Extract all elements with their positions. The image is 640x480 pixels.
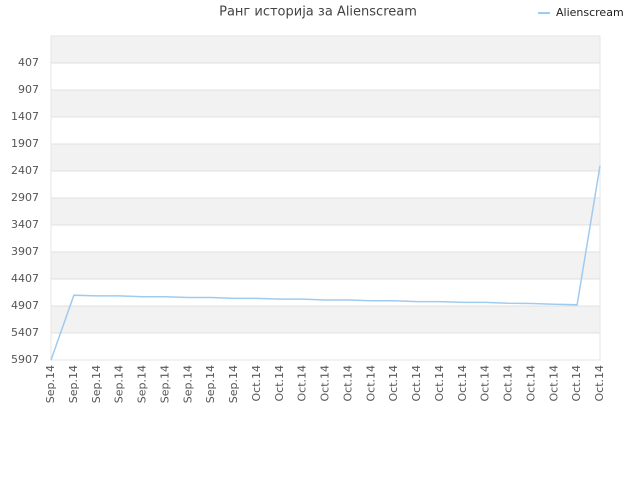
- y-tick-label: 3407: [11, 218, 39, 231]
- y-tick-label: 5407: [11, 326, 39, 339]
- y-tick-label: 407: [18, 56, 39, 69]
- x-tick-label: Oct.14: [296, 365, 309, 402]
- x-tick-label: Sep.14: [136, 365, 149, 403]
- y-tick-label: 4407: [11, 272, 39, 285]
- x-tick-label: Oct.14: [547, 365, 560, 402]
- x-tick-label: Oct.14: [387, 365, 400, 402]
- x-tick-label: Sep.14: [67, 365, 80, 403]
- x-tick-label: Oct.14: [319, 365, 332, 402]
- chart-title: Ранг историја за Alienscream: [219, 5, 417, 20]
- band: [51, 306, 600, 333]
- x-tick-label: Sep.14: [158, 365, 171, 403]
- x-tick-label: Oct.14: [410, 365, 423, 402]
- band: [51, 144, 600, 171]
- x-tick-label: Sep.14: [90, 365, 103, 403]
- y-tick-label: 3907: [11, 245, 39, 258]
- x-tick-label: Oct.14: [570, 365, 583, 402]
- x-tick-label: Oct.14: [273, 365, 286, 402]
- x-tick-label: Sep.14: [181, 365, 194, 403]
- x-tick-label: Oct.14: [524, 365, 537, 402]
- x-tick-label: Sep.14: [204, 365, 217, 403]
- band: [51, 252, 600, 279]
- y-tick-label: 907: [18, 83, 39, 96]
- x-tick-label: Oct.14: [593, 365, 606, 402]
- x-tick-label: Sep.14: [113, 365, 126, 403]
- x-tick-label: Oct.14: [433, 365, 446, 402]
- series-line: [50, 165, 601, 361]
- x-tick-label: Oct.14: [250, 365, 263, 402]
- x-tick-label: Oct.14: [364, 365, 377, 402]
- x-tick-label: Oct.14: [456, 365, 469, 402]
- band: [51, 36, 600, 63]
- x-tick-label: Oct.14: [341, 365, 354, 402]
- y-tick-label: 1907: [11, 137, 39, 150]
- x-tick-label: Sep.14: [44, 365, 57, 403]
- band: [51, 90, 600, 117]
- y-tick-label: 2907: [11, 191, 39, 204]
- band: [51, 198, 600, 225]
- y-tick-label: 1407: [11, 110, 39, 123]
- y-tick-label: 5907: [11, 353, 39, 366]
- x-tick-label: Sep.14: [227, 365, 240, 403]
- plot-frame: [50, 35, 601, 361]
- y-tick-label: 4907: [11, 299, 39, 312]
- x-tick-label: Oct.14: [479, 365, 492, 402]
- x-tick-label: Oct.14: [502, 365, 515, 402]
- legend-label: Alienscream: [556, 6, 624, 19]
- y-tick-label: 2407: [11, 164, 39, 177]
